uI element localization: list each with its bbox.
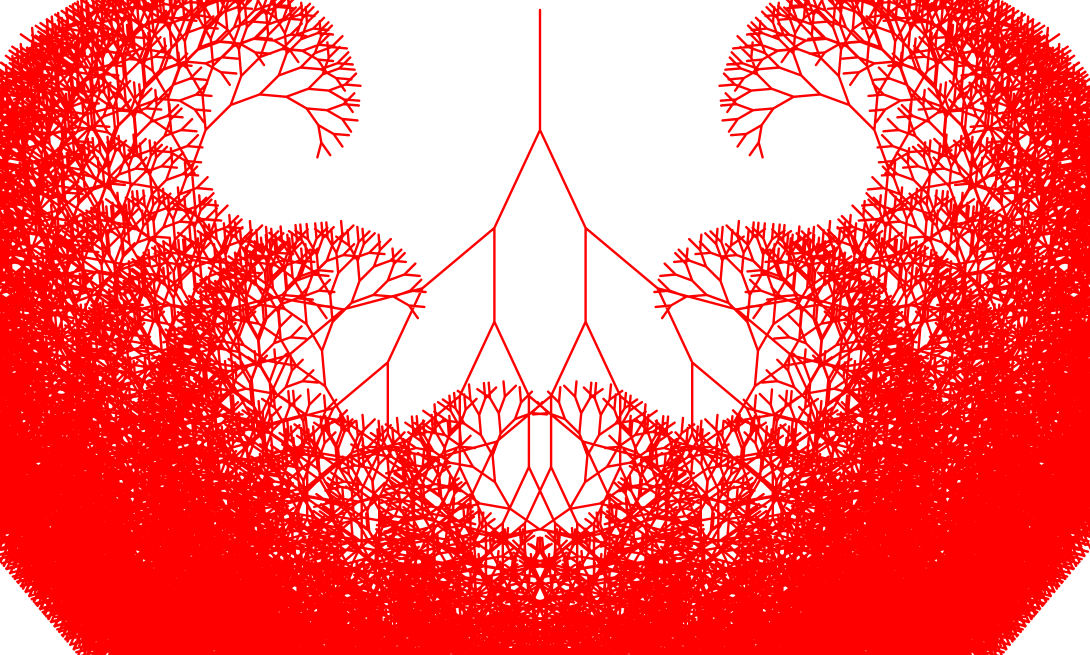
fractal-canvas [0, 0, 1090, 655]
page: (() => { const data = JSON.parse(documen… [0, 0, 1090, 655]
fractal-tree [0, 0, 1090, 655]
